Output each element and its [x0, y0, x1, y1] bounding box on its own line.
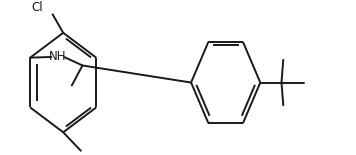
Text: NH: NH	[49, 51, 67, 63]
Text: Cl: Cl	[31, 1, 42, 14]
